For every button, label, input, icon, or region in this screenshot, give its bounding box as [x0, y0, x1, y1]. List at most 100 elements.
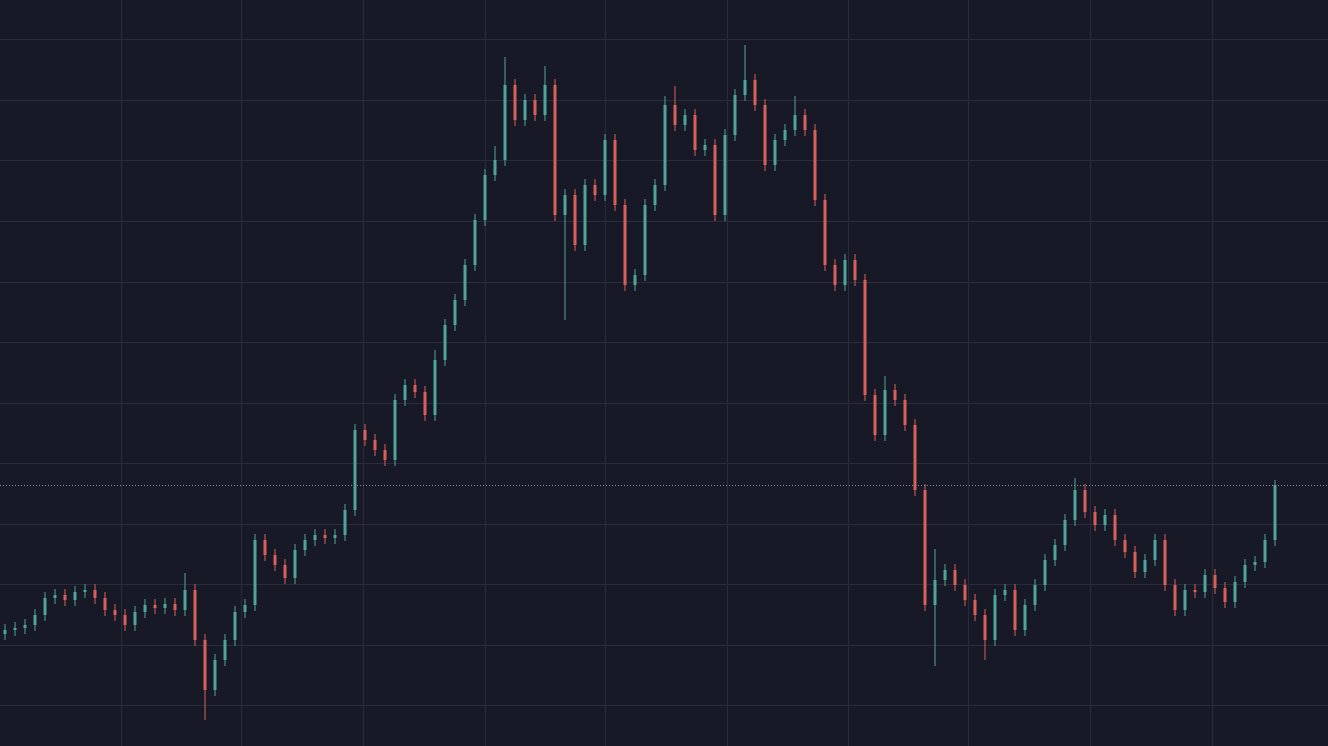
candle-body	[1023, 605, 1027, 630]
candle-body	[203, 640, 207, 690]
candle-body	[673, 105, 677, 125]
candle-body	[733, 95, 737, 135]
candle-body	[1063, 520, 1067, 545]
candle-body	[653, 185, 657, 205]
candle-body	[1103, 515, 1107, 525]
candle-body	[353, 430, 357, 510]
candle-body	[853, 260, 857, 280]
candle-body	[83, 590, 87, 592]
candle-body	[553, 85, 557, 215]
candle-body	[983, 615, 987, 640]
candle-body	[803, 115, 807, 130]
candle-body	[743, 80, 747, 95]
candle-body	[263, 540, 267, 555]
candle-body	[133, 612, 137, 625]
candle-body	[883, 390, 887, 435]
candle-body	[633, 275, 637, 285]
candle-body	[273, 555, 277, 565]
candle-body	[943, 570, 947, 580]
candle-body	[723, 135, 727, 215]
candle-body	[953, 570, 957, 585]
candle-body	[703, 145, 707, 150]
candle-body	[363, 430, 367, 440]
candle-body	[663, 105, 667, 185]
candle-body	[243, 605, 247, 612]
candle-body	[873, 395, 877, 435]
candle-body	[1223, 588, 1227, 602]
candle-body	[1093, 512, 1097, 525]
candle-body	[1153, 540, 1157, 560]
candle-body	[833, 265, 837, 285]
candle-body	[713, 145, 717, 215]
candle-body	[1143, 560, 1147, 572]
candle-body	[613, 140, 617, 205]
candle-body	[543, 85, 547, 115]
candle-body	[1273, 485, 1277, 540]
candle-body	[533, 100, 537, 115]
candle-body	[993, 595, 997, 640]
candle-body	[903, 400, 907, 425]
candle-body	[1213, 575, 1217, 588]
candle-body	[463, 265, 467, 300]
candle-body	[163, 604, 167, 608]
candle-body	[143, 605, 147, 612]
candle-body	[223, 640, 227, 660]
candle-body	[623, 205, 627, 285]
candle-body	[933, 580, 937, 605]
candle-body	[493, 160, 497, 175]
candle-body	[173, 604, 177, 610]
candle-body	[1263, 540, 1267, 562]
candle-body	[123, 615, 127, 625]
candle-body	[233, 612, 237, 640]
candle-body	[53, 595, 57, 598]
candle-body	[303, 540, 307, 550]
candle-body	[563, 195, 567, 215]
candle-body	[783, 130, 787, 140]
candle-body	[43, 598, 47, 615]
candle-body	[573, 195, 577, 245]
candle-body	[1053, 545, 1057, 560]
candle-body	[973, 600, 977, 615]
candle-body	[1173, 585, 1177, 610]
candle-body	[683, 115, 687, 125]
candle-body	[523, 100, 527, 120]
candle-body	[913, 425, 917, 490]
candle-body	[923, 490, 927, 605]
candle-body	[93, 590, 97, 598]
candle-body	[1243, 565, 1247, 582]
candle-body	[513, 85, 517, 120]
candle-body	[583, 185, 587, 245]
candle-body	[843, 260, 847, 285]
candle-body	[33, 615, 37, 625]
candle-body	[323, 535, 327, 538]
candle-body	[253, 540, 257, 605]
candle-body	[483, 175, 487, 220]
candle-body	[503, 85, 507, 160]
candle-body	[383, 450, 387, 460]
candle-body	[443, 325, 447, 360]
candle-body	[113, 610, 117, 615]
candle-body	[193, 590, 197, 640]
candle-body	[1133, 552, 1137, 572]
candle-body	[963, 585, 967, 600]
candle-body	[23, 625, 27, 628]
candle-body	[283, 565, 287, 578]
candle-body	[593, 185, 597, 195]
candle-body	[1013, 590, 1017, 630]
candle-body	[183, 590, 187, 610]
candle-body	[1183, 590, 1187, 610]
candle-body	[893, 390, 897, 400]
candle-body	[343, 510, 347, 535]
candle-body	[813, 130, 817, 200]
candle-body	[3, 630, 7, 634]
candle-body	[13, 628, 17, 630]
candle-body	[453, 300, 457, 325]
candle-body	[403, 385, 407, 400]
candle-body	[423, 392, 427, 415]
candle-body	[1073, 490, 1077, 520]
candle-body	[1113, 515, 1117, 540]
candle-body	[1083, 490, 1087, 512]
candle-body	[103, 598, 107, 610]
